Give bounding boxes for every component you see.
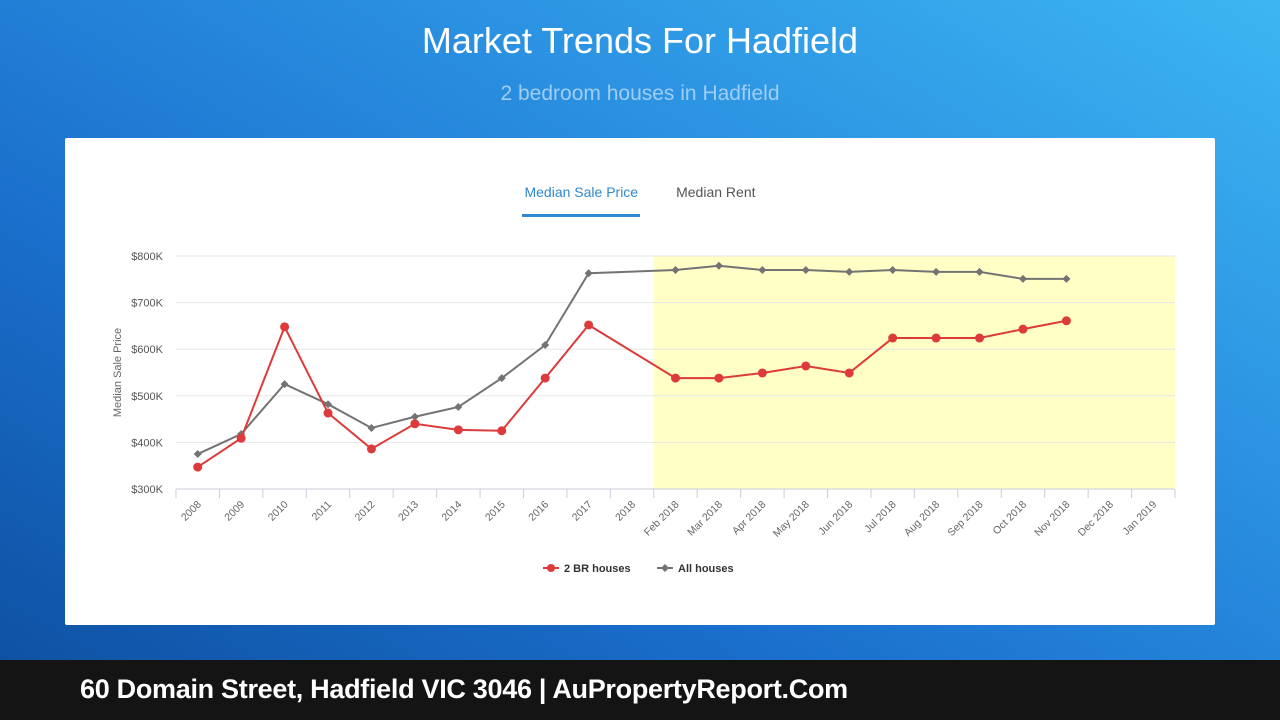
data-point[interactable] xyxy=(454,402,463,411)
data-point[interactable] xyxy=(541,341,550,350)
data-point[interactable] xyxy=(714,261,723,270)
data-point[interactable] xyxy=(1018,324,1028,334)
legend-item[interactable]: 2 BR houses xyxy=(543,563,631,575)
footer-bar: 60 Domain Street, Hadfield VIC 3046 | Au… xyxy=(0,660,1280,720)
data-point[interactable] xyxy=(497,374,506,383)
chart-legend: 2 BR houses All houses xyxy=(543,563,734,575)
x-tick-label: 2016 xyxy=(526,499,551,524)
chart-tabs: Median Sale Price Median Rent xyxy=(65,182,1215,217)
data-point[interactable] xyxy=(193,462,203,472)
data-point[interactable] xyxy=(975,267,984,276)
data-point[interactable] xyxy=(584,269,593,278)
x-tick-label: 2018 xyxy=(613,499,638,524)
x-tick-label: 2010 xyxy=(266,499,291,524)
data-point[interactable] xyxy=(888,265,897,274)
data-point[interactable] xyxy=(540,373,550,383)
data-point[interactable] xyxy=(193,450,202,459)
svg-text:2 BR houses: 2 BR houses xyxy=(564,563,631,575)
y-tick-label: $400K xyxy=(131,437,163,449)
x-tick-label: Jun 2018 xyxy=(816,499,855,538)
data-point[interactable] xyxy=(367,423,376,432)
data-point[interactable] xyxy=(453,425,463,435)
data-point[interactable] xyxy=(584,320,594,330)
x-tick-label: Dec 2018 xyxy=(1076,499,1116,539)
page-title: Market Trends For Hadfield xyxy=(421,20,859,61)
tab-median-sale-price[interactable]: Median Sale Price xyxy=(522,182,641,217)
x-tick-label: 2017 xyxy=(570,499,595,524)
x-tick-label: 2011 xyxy=(310,499,335,524)
y-tick-label: $700K xyxy=(131,298,163,310)
x-tick-label: Apr 2018 xyxy=(730,499,769,538)
data-point[interactable] xyxy=(280,322,290,332)
y-tick-label: $600K xyxy=(131,344,163,356)
data-point[interactable] xyxy=(801,265,810,274)
data-point[interactable] xyxy=(888,333,898,343)
x-tick-label: 2009 xyxy=(222,499,247,524)
data-point[interactable] xyxy=(497,426,507,436)
data-point[interactable] xyxy=(757,368,767,378)
x-tick-label: 2015 xyxy=(483,499,508,524)
data-point[interactable] xyxy=(280,380,289,389)
line-chart: $300K $400K $500K $600K $700K $800K Median Sal… xyxy=(112,251,1176,575)
x-tick-label: Sep 2018 xyxy=(945,499,985,539)
x-tick-label: May 2018 xyxy=(771,499,812,540)
x-tick-label: Aug 2018 xyxy=(902,499,942,539)
data-point[interactable] xyxy=(1018,274,1027,283)
x-tick-label: Mar 2018 xyxy=(685,499,725,539)
data-point[interactable] xyxy=(801,361,811,371)
y-tick-label: $300K xyxy=(131,484,163,496)
data-point[interactable] xyxy=(1061,316,1071,326)
chart-card: Median Sale Price Median Rent $300K $400K… xyxy=(65,138,1215,625)
x-tick-label: 2013 xyxy=(396,499,421,524)
y-axis-title: Median Sale Price xyxy=(112,328,124,417)
footer-address: 60 Domain Street, Hadfield VIC 3046 | Au… xyxy=(80,674,848,704)
x-tick-label: Jan 2019 xyxy=(1120,499,1159,538)
y-tick-label: $800K xyxy=(131,251,163,263)
page-subtitle: 2 bedroom houses in Hadfield xyxy=(500,82,780,105)
tab-median-rent[interactable]: Median Rent xyxy=(676,184,756,200)
data-point[interactable] xyxy=(671,265,680,274)
data-point[interactable] xyxy=(671,373,680,383)
data-point[interactable] xyxy=(931,333,941,343)
highlight-band xyxy=(653,256,1175,489)
data-point[interactable] xyxy=(324,400,333,409)
legend-item[interactable]: All houses xyxy=(657,563,734,575)
x-tick-label: 2008 xyxy=(179,499,204,524)
data-point[interactable] xyxy=(932,267,941,276)
data-point[interactable] xyxy=(844,368,854,378)
x-tick-label: 2012 xyxy=(353,499,378,524)
svg-text:All houses: All houses xyxy=(678,563,734,575)
data-point[interactable] xyxy=(758,265,767,274)
x-tick-label: 2014 xyxy=(439,499,464,524)
x-tick-label: Feb 2018 xyxy=(642,499,682,539)
x-tick-label: Nov 2018 xyxy=(1032,499,1072,539)
data-point[interactable] xyxy=(410,419,420,429)
data-point[interactable] xyxy=(410,412,419,421)
data-point[interactable] xyxy=(323,408,333,418)
data-point[interactable] xyxy=(366,444,376,454)
y-tick-label: $500K xyxy=(131,391,163,403)
data-point[interactable] xyxy=(845,267,854,276)
data-point[interactable] xyxy=(236,433,246,443)
data-point[interactable] xyxy=(714,373,724,383)
series-2-br-houses xyxy=(193,316,1071,472)
data-point[interactable] xyxy=(1062,274,1071,283)
x-tick-label: Oct 2018 xyxy=(990,499,1029,538)
x-tick-label: Jul 2018 xyxy=(862,499,899,536)
data-point[interactable] xyxy=(975,333,985,343)
